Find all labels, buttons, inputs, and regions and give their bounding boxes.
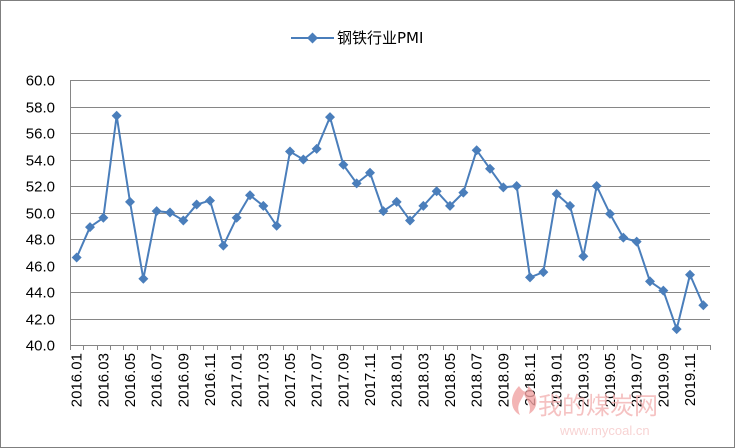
data-point-marker <box>71 252 82 263</box>
y-tick-label: 60.0 <box>26 73 55 90</box>
data-point-marker <box>445 200 455 211</box>
x-tick-label: 2017.11 <box>362 353 379 406</box>
data-point-marker <box>591 181 602 191</box>
watermark-url: www.mycoal.cn <box>559 423 650 438</box>
y-tick-label: 40.0 <box>26 338 55 355</box>
y-tick-label: 52.0 <box>26 179 55 196</box>
data-point-marker <box>431 186 442 197</box>
data-point-marker <box>685 269 695 280</box>
data-point-marker <box>458 187 469 198</box>
data-point-marker <box>565 200 575 211</box>
data-point-marker <box>351 178 362 189</box>
x-tick-label: 2016.09 <box>175 353 192 407</box>
x-tick-label: 2018.09 <box>495 353 512 407</box>
data-point-marker <box>311 143 322 154</box>
x-tick-label: 2018.03 <box>415 353 432 407</box>
data-point-marker <box>698 300 709 311</box>
data-point-marker <box>338 159 349 170</box>
data-point-marker <box>538 267 549 278</box>
y-tick-label: 54.0 <box>26 153 55 170</box>
data-point-marker <box>325 112 335 123</box>
data-point-marker <box>85 222 95 233</box>
data-point-marker <box>298 154 309 165</box>
data-point-marker <box>525 272 535 283</box>
data-point-marker <box>178 215 189 226</box>
watermark-text: 我的煤炭网 <box>538 392 658 420</box>
data-point-marker <box>231 212 242 223</box>
axes <box>70 80 711 350</box>
x-tick-label: 2018.05 <box>442 353 459 407</box>
data-point-marker <box>245 190 255 201</box>
x-tick-label: 2016.07 <box>149 353 166 407</box>
data-point-marker <box>365 167 375 178</box>
y-tick-label: 56.0 <box>26 126 55 143</box>
watermark: 我的煤炭网 www.mycoal.cn <box>511 386 658 438</box>
x-tick-label: 2017.05 <box>282 353 299 407</box>
y-tick-labels: 40.0 42.0 44.0 46.0 48.0 50.0 52.0 54.0 56.0 58.0… <box>26 73 55 355</box>
x-tick-label: 2016.01 <box>69 353 86 407</box>
data-point-marker <box>405 215 415 226</box>
data-point-marker <box>258 200 269 211</box>
x-tick-label: 2019.01 <box>549 353 566 407</box>
y-tick-label: 58.0 <box>26 100 55 117</box>
y-tick-label: 46.0 <box>26 259 55 276</box>
legend-diamond-marker <box>307 32 318 44</box>
data-point-marker <box>378 206 389 217</box>
series-markers <box>71 110 709 335</box>
data-point-marker <box>191 199 202 210</box>
x-tick-label: 2018.07 <box>469 353 486 407</box>
data-point-marker <box>658 285 669 296</box>
data-point-marker <box>125 196 135 207</box>
data-point-marker <box>618 232 629 243</box>
x-tick-label: 2019.09 <box>655 353 672 407</box>
x-tick-label: 2019.05 <box>602 353 619 407</box>
x-tick-label: 2017.09 <box>335 353 352 407</box>
data-point-marker <box>605 208 615 219</box>
x-tick-label: 2016.11 <box>202 353 219 406</box>
data-point-marker <box>471 145 482 156</box>
x-tick-label: 2019.07 <box>629 353 646 407</box>
data-point-marker <box>285 146 295 157</box>
x-tick-label: 2016.05 <box>122 353 139 407</box>
x-tick-label: 2019.03 <box>575 353 592 407</box>
watermark-flame-icon <box>511 386 537 415</box>
data-point-marker <box>511 181 522 191</box>
data-point-marker <box>165 207 175 218</box>
x-tick-label: 2016.03 <box>95 353 112 407</box>
data-point-marker <box>205 195 215 206</box>
y-tick-label: 44.0 <box>26 285 55 302</box>
legend: 钢铁行业PMI <box>291 29 423 47</box>
x-tick-label: 2017.03 <box>255 353 272 407</box>
data-point-marker <box>98 212 109 223</box>
y-tick-label: 48.0 <box>26 232 55 249</box>
data-point-marker <box>418 200 429 211</box>
data-point-marker <box>671 324 682 335</box>
x-tick-label: 2018.01 <box>389 353 406 407</box>
gridlines <box>70 80 710 320</box>
x-tick-label: 2017.07 <box>309 353 326 407</box>
y-tick-label: 42.0 <box>26 312 55 329</box>
data-point-marker <box>631 236 642 247</box>
legend-label: 钢铁行业PMI <box>337 29 423 47</box>
data-point-marker <box>151 206 162 217</box>
data-point-marker <box>645 276 655 287</box>
data-point-marker <box>551 188 562 199</box>
data-point-marker <box>578 251 589 262</box>
data-point-marker <box>111 110 122 121</box>
y-tick-label: 50.0 <box>26 206 55 223</box>
x-tick-label: 2019.11 <box>682 353 699 406</box>
data-point-marker <box>138 273 149 284</box>
data-point-marker <box>218 240 229 251</box>
data-point-marker <box>498 182 509 193</box>
data-point-marker <box>391 196 402 207</box>
x-tick-label: 2017.01 <box>229 353 246 407</box>
data-point-marker <box>485 163 495 174</box>
data-point-marker <box>271 220 282 231</box>
